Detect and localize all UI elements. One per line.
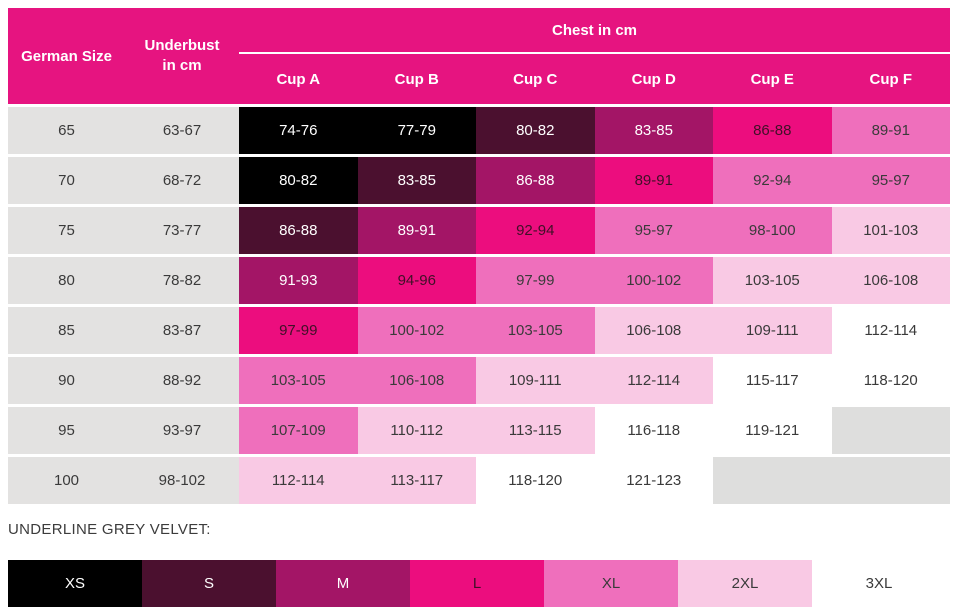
chest-range-cell: 116-118	[594, 407, 713, 454]
german-size-cell: 65	[8, 107, 125, 154]
underbust-column-header: Underbust in cm	[125, 8, 239, 104]
chest-range-cell: 101-103	[831, 207, 950, 254]
table-row: 90 88-92 103-105 106-108 109-111 112-114 115-1…	[8, 357, 950, 404]
size-band-segment: XL	[544, 560, 678, 607]
chest-range-cell: 103-105	[476, 307, 595, 354]
cup-header: Cup F	[869, 70, 913, 88]
chest-range-cell: 103-105	[713, 257, 832, 304]
size-band-segment: M	[276, 560, 410, 607]
chest-range-cell: 112-114	[831, 307, 950, 354]
underbust-cell: 78-82	[125, 257, 239, 304]
chest-range-cell: 109-111	[713, 307, 832, 354]
empty-cell	[713, 457, 832, 504]
chest-range-cell: 89-91	[594, 157, 713, 204]
chest-range-cell: 107-109	[239, 407, 358, 454]
cup-header: Cup E	[750, 70, 794, 88]
cup-header-row: Cup A Cup B Cup C Cup D Cup E Cup F	[239, 54, 950, 104]
chest-range-cell: 112-114	[594, 357, 713, 404]
chest-range-cell: 83-85	[594, 107, 713, 154]
chest-range-cell: 106-108	[357, 357, 476, 404]
chest-range-cell: 95-97	[594, 207, 713, 254]
german-size-cell: 90	[8, 357, 125, 404]
chest-range-cell: 100-102	[594, 257, 713, 304]
chest-range-cell: 106-108	[831, 257, 950, 304]
chest-range-cell: 110-112	[357, 407, 476, 454]
chest-range-cell: 95-97	[831, 157, 950, 204]
cup-header: Cup A	[276, 70, 321, 88]
table-body: 65 63-67 74-76 77-79 80-82 83-85 86-88 89-91 70 6…	[8, 107, 950, 504]
german-size-cell: 95	[8, 407, 125, 454]
chest-range-cell: 106-108	[594, 307, 713, 354]
chest-range-cell: 100-102	[357, 307, 476, 354]
underbust-cell: 73-77	[125, 207, 239, 254]
chest-header-region: Chest in cm Cup A Cup B Cup C Cup D Cup E Cup…	[239, 8, 950, 104]
underbust-cell: 83-87	[125, 307, 239, 354]
chest-range-cell: 83-85	[357, 157, 476, 204]
chest-range-cell: 109-111	[476, 357, 595, 404]
table-row: 80 78-82 91-93 94-96 97-99 100-102 103-105 106-…	[8, 257, 950, 304]
cup-header: Cup D	[631, 70, 676, 88]
german-size-cell: 85	[8, 307, 125, 354]
underbust-cell: 98-102	[125, 457, 239, 504]
chest-range-cell: 97-99	[476, 257, 595, 304]
german-size-column-header: German Size	[21, 47, 112, 65]
chest-range-cell: 115-117	[713, 357, 832, 404]
chest-range-cell: 89-91	[357, 207, 476, 254]
chest-range-cell: 77-79	[357, 107, 476, 154]
german-size-cell: 70	[8, 157, 125, 204]
chest-range-cell: 113-117	[357, 457, 476, 504]
table-row: 65 63-67 74-76 77-79 80-82 83-85 86-88 89-91	[8, 107, 950, 154]
chest-range-cell: 118-120	[476, 457, 595, 504]
chest-range-cell: 118-120	[831, 357, 950, 404]
underbust-header-line1: Underbust	[144, 36, 220, 54]
size-band: XS S M L XL 2XL 3XL	[8, 560, 946, 607]
chest-range-cell: 121-123	[594, 457, 713, 504]
cup-header: Cup C	[513, 70, 558, 88]
german-size-cell: 80	[8, 257, 125, 304]
underbust-cell: 63-67	[125, 107, 239, 154]
underbust-cell: 93-97	[125, 407, 239, 454]
table-header: German Size Underbust in cm Chest in cm …	[8, 8, 950, 104]
chest-range-cell: 80-82	[476, 107, 595, 154]
size-band-segment: XS	[8, 560, 142, 607]
german-size-cell: 100	[8, 457, 125, 504]
size-band-segment: 3XL	[812, 560, 946, 607]
table-row: 75 73-77 86-88 89-91 92-94 95-97 98-100 101-103	[8, 207, 950, 254]
chest-range-cell: 103-105	[239, 357, 358, 404]
chest-in-cm-header: Chest in cm	[239, 8, 950, 54]
chest-range-cell: 113-115	[476, 407, 595, 454]
underbust-cell: 88-92	[125, 357, 239, 404]
chest-range-cell: 112-114	[239, 457, 358, 504]
german-size-cell: 75	[8, 207, 125, 254]
chest-range-cell: 98-100	[713, 207, 832, 254]
chest-range-cell: 92-94	[476, 207, 595, 254]
size-band-segment: 2XL	[678, 560, 812, 607]
underbust-cell: 68-72	[125, 157, 239, 204]
empty-cell	[831, 407, 950, 454]
chest-range-cell: 91-93	[239, 257, 358, 304]
chest-range-cell: 86-88	[713, 107, 832, 154]
table-row: 100 98-102 112-114 113-117 118-120 121-123	[8, 457, 950, 504]
underbust-header-line2: in cm	[162, 57, 202, 74]
empty-cell	[831, 457, 950, 504]
size-band-segment: L	[410, 560, 544, 607]
size-chart-table: German Size Underbust in cm Chest in cm …	[8, 8, 950, 507]
chest-range-cell: 94-96	[357, 257, 476, 304]
chest-range-cell: 86-88	[239, 207, 358, 254]
chest-range-cell: 74-76	[239, 107, 358, 154]
table-row: 85 83-87 97-99 100-102 103-105 106-108 109-111…	[8, 307, 950, 354]
chest-range-cell: 80-82	[239, 157, 358, 204]
cup-header: Cup B	[394, 70, 439, 88]
chest-range-cell: 89-91	[831, 107, 950, 154]
table-row: 70 68-72 80-82 83-85 86-88 89-91 92-94 95-97	[8, 157, 950, 204]
chest-range-cell: 119-121	[713, 407, 832, 454]
legend-title: UNDERLINE GREY VELVET:	[8, 521, 211, 538]
chest-range-cell: 97-99	[239, 307, 358, 354]
table-row: 95 93-97 107-109 110-112 113-115 116-118 119-1…	[8, 407, 950, 454]
size-band-segment: S	[142, 560, 276, 607]
chest-range-cell: 86-88	[476, 157, 595, 204]
chest-range-cell: 92-94	[713, 157, 832, 204]
